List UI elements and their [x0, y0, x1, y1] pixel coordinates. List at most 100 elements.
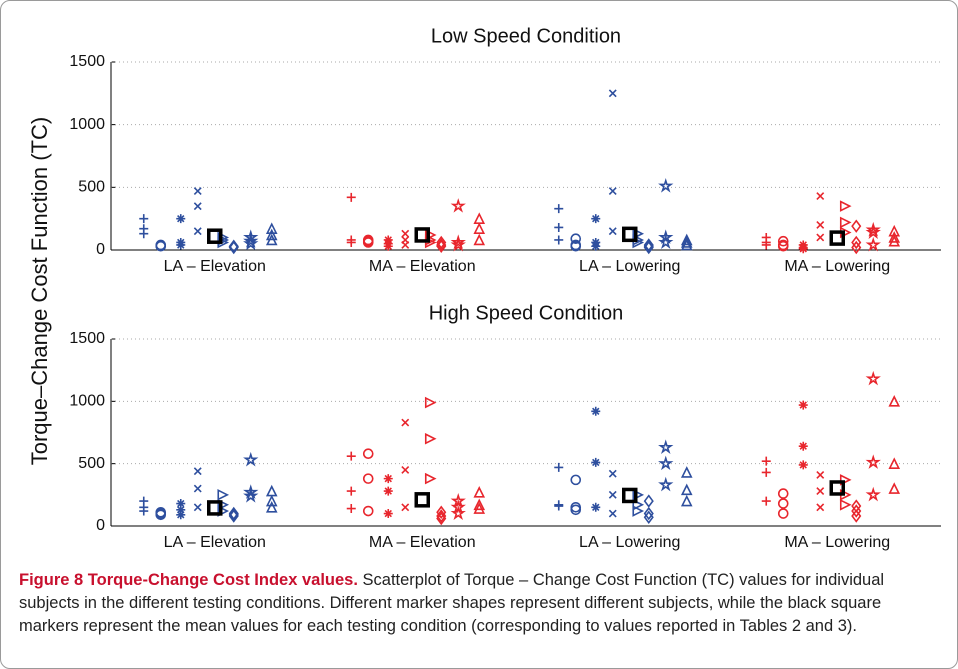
- chart-title: High Speed Condition: [429, 302, 624, 324]
- y-tick-label: 1000: [69, 393, 105, 410]
- y-tick-label: 500: [78, 455, 105, 472]
- marker: [632, 489, 645, 501]
- mean-marker: [622, 226, 638, 243]
- marker: [608, 509, 617, 518]
- marker: [798, 244, 808, 254]
- marker: [570, 240, 582, 252]
- marker: [608, 490, 617, 499]
- marker: [383, 241, 393, 251]
- mean-marker: [414, 227, 430, 243]
- marker: [658, 178, 674, 193]
- marker: [346, 192, 356, 202]
- y-tick-label: 1500: [69, 330, 105, 347]
- marker: [658, 455, 674, 471]
- x-tick-label: LA – Lowering: [579, 534, 680, 551]
- marker: [346, 237, 356, 247]
- marker: [139, 229, 149, 239]
- marker: [888, 234, 901, 247]
- marker: [554, 222, 564, 232]
- marker: [193, 484, 202, 493]
- marker: [608, 227, 617, 236]
- marker: [155, 240, 167, 251]
- caption: Figure 8 Torque-Change Cost Index values…: [19, 569, 944, 638]
- marker: [839, 200, 852, 212]
- mean-marker: [207, 500, 223, 516]
- marker: [383, 509, 393, 519]
- marker: [680, 238, 693, 251]
- marker: [265, 494, 278, 507]
- marker: [362, 473, 374, 484]
- marker: [346, 504, 356, 514]
- mean-marker: [207, 228, 223, 244]
- marker: [680, 483, 693, 496]
- marker: [243, 233, 259, 248]
- marker: [865, 236, 881, 252]
- marker: [155, 509, 167, 521]
- x-tick-label: MA – Elevation: [369, 534, 476, 551]
- marker: [436, 239, 447, 253]
- marker: [851, 240, 862, 255]
- marker: [643, 506, 654, 521]
- marker: [450, 234, 466, 249]
- marker: [424, 432, 437, 445]
- marker: [265, 228, 278, 241]
- marker: [424, 396, 437, 409]
- marker: [176, 499, 186, 509]
- mean-marker: [414, 492, 430, 508]
- marker: [761, 240, 771, 250]
- marker: [761, 456, 771, 466]
- marker: [777, 508, 789, 519]
- marker: [401, 229, 410, 238]
- marker: [265, 233, 278, 246]
- x-tick-label: LA – Elevation: [164, 534, 266, 551]
- marker: [362, 505, 374, 517]
- marker: [608, 469, 617, 478]
- marker: [865, 370, 881, 386]
- marker: [839, 474, 852, 486]
- marker: [798, 460, 808, 470]
- marker: [643, 494, 654, 508]
- marker: [798, 400, 808, 410]
- marker: [176, 505, 186, 515]
- marker: [473, 498, 486, 511]
- marker: [632, 505, 645, 517]
- mean-marker: [829, 230, 845, 246]
- marker: [777, 488, 789, 499]
- marker: [591, 241, 601, 251]
- x-tick-label: MA – Lowering: [784, 534, 890, 551]
- marker: [217, 499, 230, 511]
- marker: [865, 221, 881, 237]
- marker: [401, 418, 410, 427]
- marker: [217, 489, 230, 501]
- marker: [473, 502, 486, 514]
- marker: [401, 241, 410, 249]
- mean-marker: [829, 480, 845, 496]
- marker: [839, 216, 852, 229]
- marker: [473, 222, 486, 234]
- marker: [436, 511, 447, 526]
- marker: [816, 470, 825, 479]
- marker: [777, 498, 789, 509]
- marker: [570, 504, 582, 516]
- marker: [888, 395, 901, 407]
- marker: [473, 233, 486, 246]
- marker: [865, 224, 881, 239]
- marker: [591, 457, 601, 467]
- y-tick-label: 1000: [69, 116, 105, 133]
- marker: [798, 441, 808, 451]
- marker: [608, 89, 617, 98]
- chart-title: Low Speed Condition: [431, 25, 621, 47]
- marker: [265, 484, 278, 497]
- marker: [243, 488, 259, 503]
- marker: [839, 499, 852, 511]
- marker: [632, 227, 645, 240]
- marker: [816, 487, 825, 496]
- marker: [193, 187, 202, 196]
- marker: [176, 240, 186, 250]
- marker: [436, 505, 447, 520]
- marker: [554, 501, 564, 511]
- marker: [777, 235, 789, 247]
- marker: [608, 187, 617, 196]
- marker: [816, 503, 825, 512]
- marker: [193, 227, 202, 236]
